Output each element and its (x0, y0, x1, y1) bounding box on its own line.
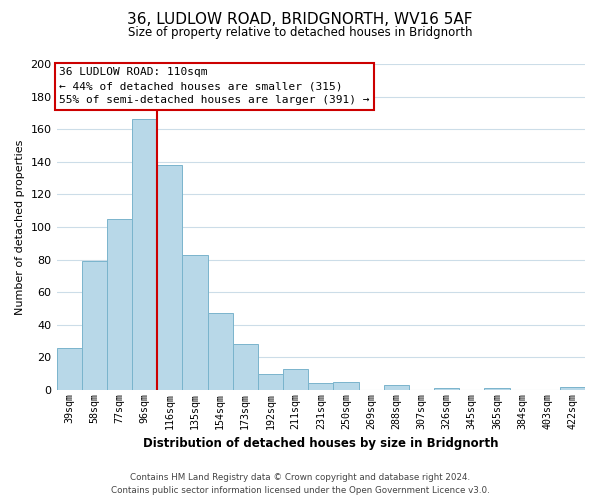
Bar (107, 219, 132, 390)
Text: 36 LUDLOW ROAD: 110sqm
← 44% of detached houses are smaller (315)
55% of semi-de: 36 LUDLOW ROAD: 110sqm ← 44% of detached… (59, 68, 370, 106)
Bar (258, 374, 283, 390)
Bar (182, 254, 208, 390)
Bar (208, 314, 233, 390)
Text: Size of property relative to detached houses in Bridgnorth: Size of property relative to detached ho… (128, 26, 472, 39)
Bar (283, 368, 308, 390)
Bar (484, 388, 509, 390)
Bar (82, 261, 107, 390)
Bar (383, 385, 409, 390)
Bar (308, 384, 334, 390)
Bar (334, 382, 359, 390)
X-axis label: Distribution of detached houses by size in Bridgnorth: Distribution of detached houses by size … (143, 437, 499, 450)
Bar (434, 388, 459, 390)
Bar (233, 344, 258, 390)
Bar (157, 165, 182, 390)
Text: 36, LUDLOW ROAD, BRIDGNORTH, WV16 5AF: 36, LUDLOW ROAD, BRIDGNORTH, WV16 5AF (127, 12, 473, 28)
Y-axis label: Number of detached properties: Number of detached properties (15, 140, 25, 314)
Bar (560, 386, 585, 390)
Text: Contains HM Land Registry data © Crown copyright and database right 2024.
Contai: Contains HM Land Registry data © Crown c… (110, 473, 490, 495)
Bar (56, 348, 82, 390)
Bar (132, 120, 157, 390)
